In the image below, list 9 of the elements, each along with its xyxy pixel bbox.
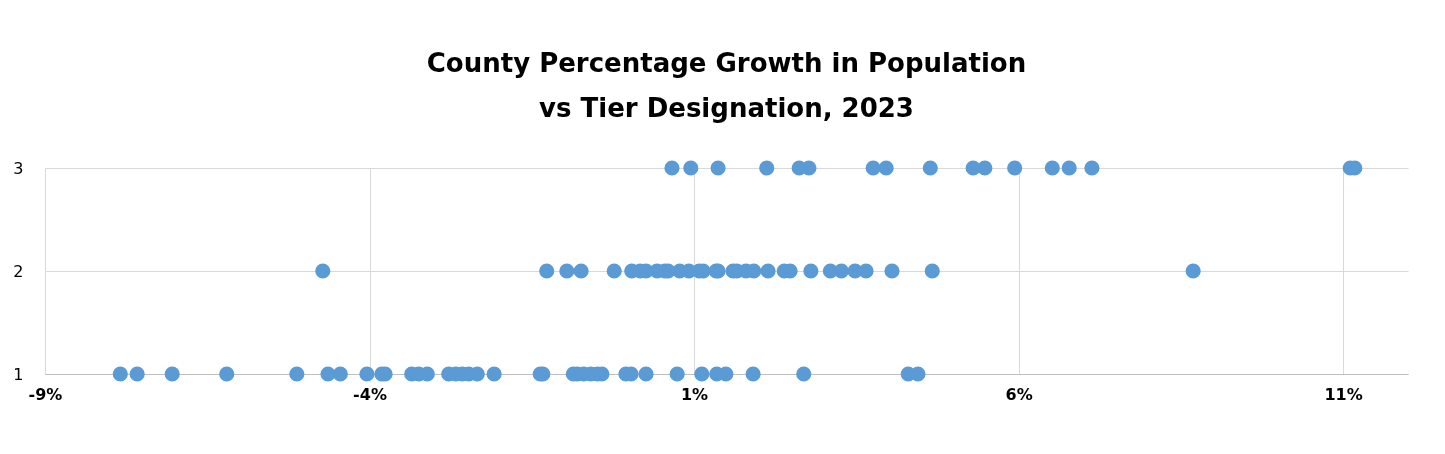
x-tick-label: 1% (680, 384, 709, 404)
y-tick-label: 3 (13, 158, 24, 178)
x-tick-label: -9% (28, 384, 63, 404)
x-tick-label: 11% (1324, 384, 1363, 404)
y-tick-label: 1 (13, 364, 24, 384)
x-tick-label: -4% (353, 384, 387, 404)
y-tick-label: 2 (13, 261, 24, 281)
chart-title: County Percentage Growth in Population vs Tier Designation, 2023 (426, 48, 1027, 123)
x-tick-label: 6% (1005, 384, 1033, 404)
